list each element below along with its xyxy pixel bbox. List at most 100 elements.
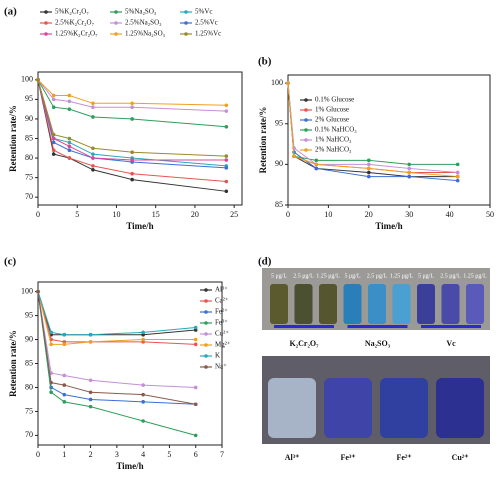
series-line	[37, 291, 196, 345]
data-point	[292, 154, 296, 159]
legend-marker	[304, 128, 308, 132]
legend-label: 1.25%Vc	[195, 30, 221, 38]
data-point	[193, 385, 198, 390]
y-tick-label: 85	[275, 200, 283, 209]
x-axis-label: Time/h	[375, 221, 402, 231]
group-bar	[347, 325, 408, 328]
data-point	[367, 170, 371, 175]
x-tick-label: 2	[89, 450, 93, 459]
legend-label: 2.5%Vc	[195, 19, 218, 27]
legend-label: 1% NaHCO₃	[315, 136, 352, 144]
series-line	[37, 291, 196, 405]
x-tick-label: 5	[75, 210, 79, 219]
group-label: K₂Cr₂O₇	[290, 339, 320, 348]
data-point	[51, 140, 56, 145]
data-point	[67, 93, 72, 98]
data-point	[141, 400, 145, 404]
legend-label: 5%Vc	[195, 8, 213, 16]
ion-label: Cu²⁺	[452, 453, 469, 462]
legend-label: Mg²⁺	[215, 341, 231, 349]
legend-marker	[184, 10, 188, 14]
x-tick-label: 7	[220, 450, 224, 459]
y-axis-label: Retention rate/%	[8, 105, 18, 172]
data-point	[407, 174, 412, 179]
legend-marker	[204, 354, 208, 358]
data-point	[130, 158, 134, 162]
data-point	[455, 178, 460, 183]
data-point	[224, 124, 229, 129]
series-line	[37, 291, 196, 336]
data-point	[91, 156, 95, 160]
y-tick-label: 75	[25, 406, 33, 415]
concentration-label: 1.25 μg/L	[316, 273, 340, 279]
series-line	[37, 79, 227, 128]
beaker	[268, 378, 316, 438]
data-point	[224, 166, 229, 170]
legend-marker	[114, 32, 118, 36]
concentration-label: 1.25 μg/L	[463, 273, 487, 279]
data-point	[141, 392, 145, 397]
legend-label: 2.5%Na₂SO₃	[125, 19, 162, 27]
data-point	[224, 154, 229, 158]
y-tick-label: 80	[25, 153, 33, 162]
data-point	[51, 132, 56, 137]
data-point	[193, 433, 198, 438]
data-point	[407, 166, 412, 171]
data-point	[88, 404, 93, 409]
data-point	[141, 383, 145, 387]
data-point	[91, 146, 95, 151]
x-tick-label: 40	[446, 210, 454, 219]
y-tick-label: 85	[25, 133, 33, 142]
plot-frame	[37, 281, 223, 446]
data-point	[49, 330, 53, 335]
y-axis-label: Retention rate/%	[8, 330, 18, 397]
series-line	[37, 79, 227, 157]
tube	[319, 284, 337, 324]
data-point	[51, 97, 56, 102]
legend-marker	[304, 118, 308, 122]
y-tick-label: 100	[271, 78, 283, 87]
data-point	[314, 166, 319, 171]
tube	[343, 284, 362, 324]
legend-label: K	[215, 352, 220, 360]
x-tick-label: 0	[286, 210, 290, 219]
concentration-label: 2.5 μg/L	[293, 273, 314, 279]
data-point	[130, 177, 134, 182]
beaker	[436, 378, 484, 438]
series-line	[37, 79, 227, 106]
tube	[466, 284, 484, 324]
x-tick-label: 20	[365, 210, 373, 219]
concentration-label: 5 μg/L	[344, 273, 360, 279]
data-point	[314, 158, 319, 163]
data-point	[286, 81, 290, 85]
data-point	[224, 179, 229, 184]
data-point	[141, 330, 145, 335]
data-point	[91, 105, 95, 110]
legend-label: Fe³⁺	[215, 319, 228, 327]
data-point	[193, 402, 198, 407]
data-point	[88, 332, 93, 337]
legend-marker	[304, 98, 308, 102]
data-point	[67, 148, 72, 153]
data-point	[91, 115, 95, 119]
data-point	[91, 101, 95, 106]
data-point	[224, 103, 229, 108]
legend-marker	[44, 10, 48, 14]
data-point	[367, 162, 371, 167]
x-tick-label: 30	[405, 210, 413, 219]
data-point	[67, 144, 72, 149]
data-point	[67, 140, 72, 145]
data-point	[91, 167, 95, 172]
tube	[441, 284, 460, 324]
tube	[417, 284, 435, 324]
data-point	[51, 152, 56, 156]
data-point	[88, 390, 93, 395]
series-line	[37, 291, 196, 345]
tube	[368, 284, 386, 324]
legend-marker	[44, 21, 48, 25]
data-point	[62, 392, 67, 397]
data-point	[49, 380, 53, 385]
legend-marker	[304, 148, 308, 152]
x-tick-label: 4	[141, 450, 145, 459]
y-tick-label: 80	[25, 382, 33, 391]
